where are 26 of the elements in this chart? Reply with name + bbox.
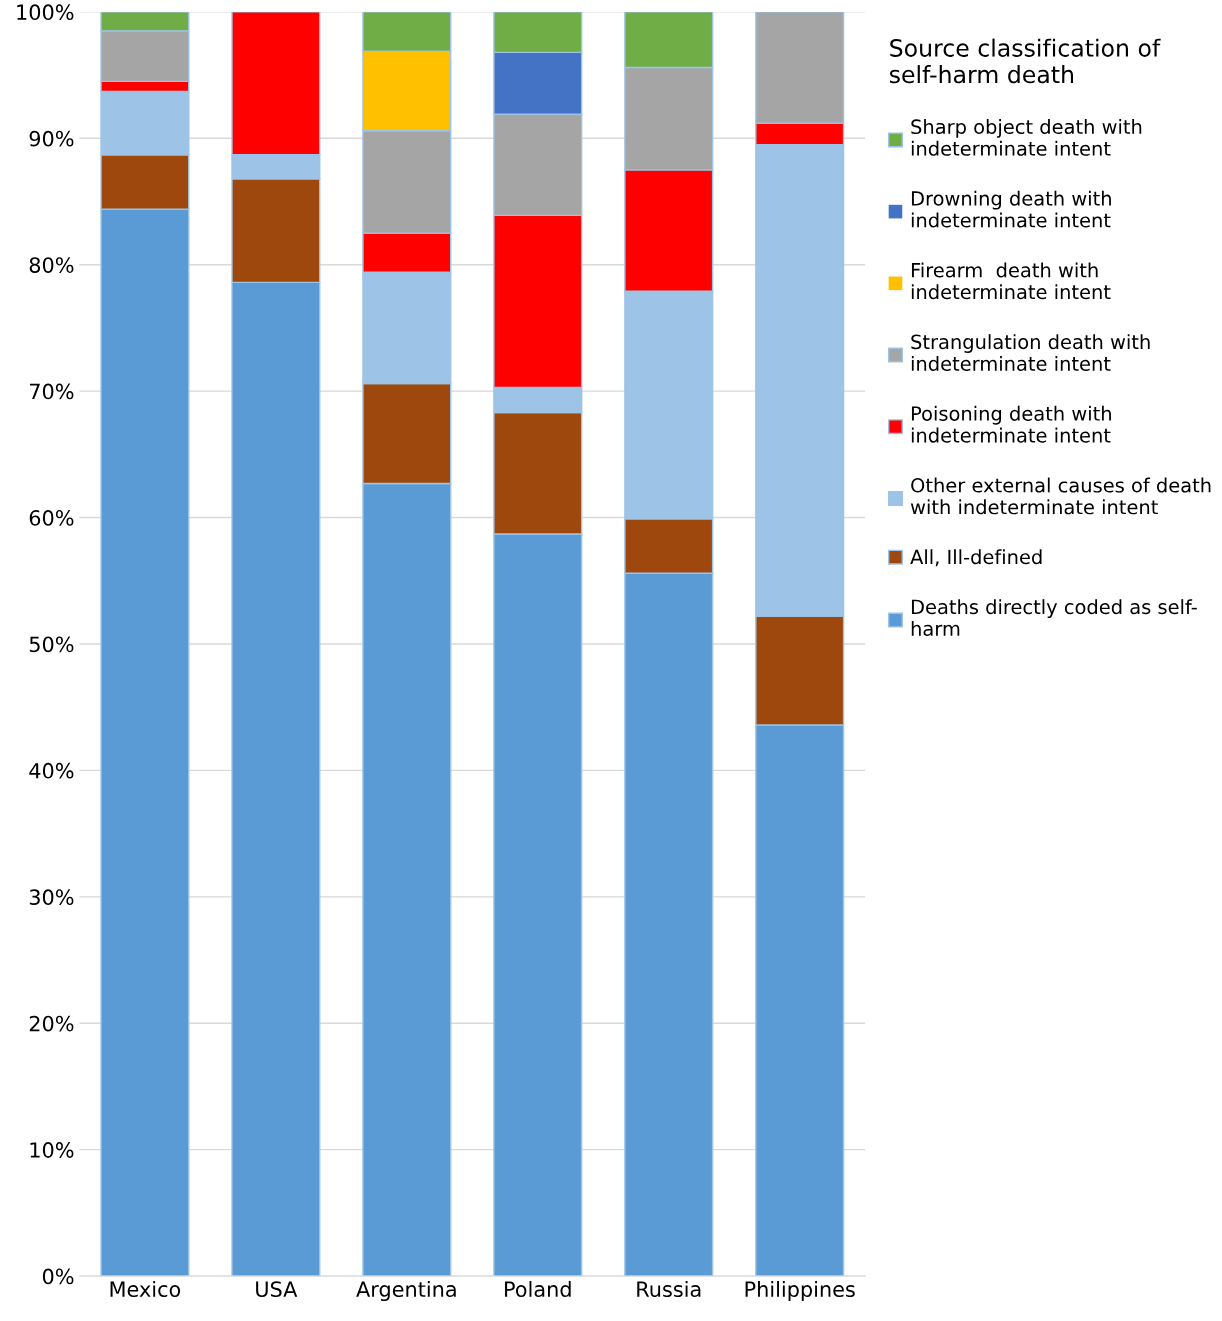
legend-label: Sharp object death with indeterminate intent (911, 119, 1142, 156)
legend-label: Poisoning death with indeterminate intent (911, 405, 1111, 443)
legend-title: Source classification of self-harm death (889, 38, 1161, 84)
y-tick-label: 100% (17, 4, 74, 21)
x-tick-label: Mexico (110, 1280, 181, 1298)
legend-label: Other external causes of death with indeterminate intent (910, 477, 1211, 515)
legend-label: Strangulation death with indeterminate intent (911, 334, 1150, 371)
legend-label: Firearm death with indeterminate intent (911, 262, 1111, 300)
y-tick-label: 80% (29, 257, 74, 273)
y-tick-label: 60% (29, 510, 74, 526)
y-tick-label: 40% (29, 762, 74, 779)
y-tick-label: 0% (42, 1268, 74, 1285)
y-tick-label: 30% (29, 889, 74, 906)
x-tick-label: Philippines (745, 1280, 855, 1302)
y-tick-label: 20% (29, 1015, 74, 1032)
legend-label: Deaths directly coded as self- harm (911, 599, 1197, 636)
legend-label: All, Ill-defined (910, 549, 1042, 567)
x-tick-label: Russia (637, 1280, 701, 1298)
y-tick-label: 70% (29, 383, 74, 400)
y-tick-label: 50% (29, 636, 74, 653)
y-tick-label: 90% (29, 130, 74, 147)
x-tick-label: USA (256, 1281, 298, 1298)
y-tick-label: 10% (30, 1142, 74, 1158)
x-tick-label: Poland (505, 1280, 571, 1298)
x-tick-label: Argentina (356, 1280, 456, 1302)
legend-label: Drowning death with indeterminate intent (911, 190, 1111, 228)
